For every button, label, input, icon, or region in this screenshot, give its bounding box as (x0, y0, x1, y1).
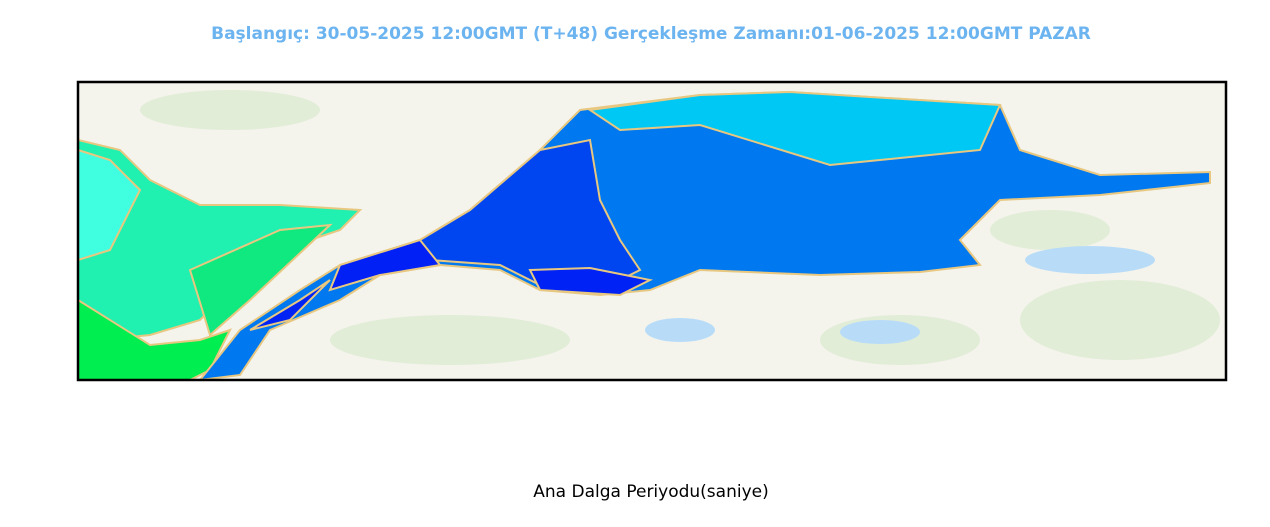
sea-fields (77, 90, 1211, 382)
plot-frame (76, 80, 1228, 382)
colorbar-label: Ana Dalga Periyodu(saniye) (533, 482, 768, 502)
lakes (645, 246, 1155, 344)
title: Başlangıç: 30-05-2025 12:00GMT (T+48) Ge… (211, 24, 1091, 44)
